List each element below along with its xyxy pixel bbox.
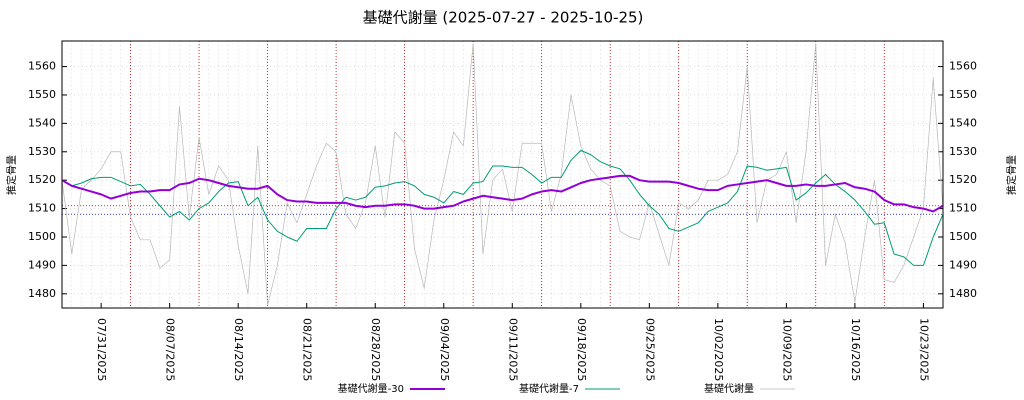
x-tick-label: 10/23/2025	[917, 318, 930, 381]
y-tick-label: 1480	[28, 287, 56, 300]
y2-tick-label: 1540	[949, 116, 977, 129]
y2-tick-label: 1480	[949, 287, 977, 300]
x-tick-label: 07/31/2025	[95, 318, 108, 381]
x-tick-label: 09/18/2025	[575, 318, 588, 381]
x-tick-label: 09/25/2025	[643, 318, 656, 381]
y2-tick-label: 1500	[949, 230, 977, 243]
y-tick-label: 1490	[28, 258, 56, 271]
y2-tick-label: 1520	[949, 173, 977, 186]
y2-tick-label: 1550	[949, 88, 977, 101]
y-tick-label: 1550	[28, 88, 56, 101]
x-tick-label: 10/02/2025	[712, 318, 725, 381]
x-tick-label: 08/14/2025	[232, 318, 245, 381]
y-tick-label: 1510	[28, 202, 56, 215]
legend-label: 基礎代謝量-7	[519, 382, 579, 395]
y-tick-label: 1500	[28, 230, 56, 243]
legend-label: 基礎代謝量-30	[338, 382, 404, 395]
x-tick-label: 08/07/2025	[164, 318, 177, 381]
x-tick-label: 09/11/2025	[506, 318, 519, 381]
series-line	[61, 43, 944, 306]
x-tick-label: 08/28/2025	[369, 318, 382, 381]
legend-label: 基礎代謝量	[704, 382, 754, 395]
x-tick-label: 08/21/2025	[301, 318, 314, 381]
chart-title: 基礎代謝量 (2025-07-27 - 2025-10-25)	[363, 9, 644, 27]
y2-tick-label: 1530	[949, 145, 977, 158]
y2-axis-label: 推定骨量	[1005, 155, 1018, 195]
y-tick-label: 1560	[28, 60, 56, 73]
plot-frame	[61, 40, 944, 309]
y2-tick-label: 1510	[949, 202, 977, 215]
y2-tick-label: 1560	[949, 60, 977, 73]
x-tick-label: 09/04/2025	[438, 318, 451, 381]
series-line	[61, 149, 944, 266]
y-tick-label: 1520	[28, 173, 56, 186]
y-axis-label: 推定骨量	[5, 155, 18, 195]
series-line	[61, 174, 944, 213]
y-tick-label: 1530	[28, 145, 56, 158]
y2-tick-label: 1490	[949, 258, 977, 271]
x-tick-label: 10/16/2025	[849, 318, 862, 381]
x-tick-label: 10/09/2025	[780, 318, 793, 381]
y-tick-label: 1540	[28, 116, 56, 129]
